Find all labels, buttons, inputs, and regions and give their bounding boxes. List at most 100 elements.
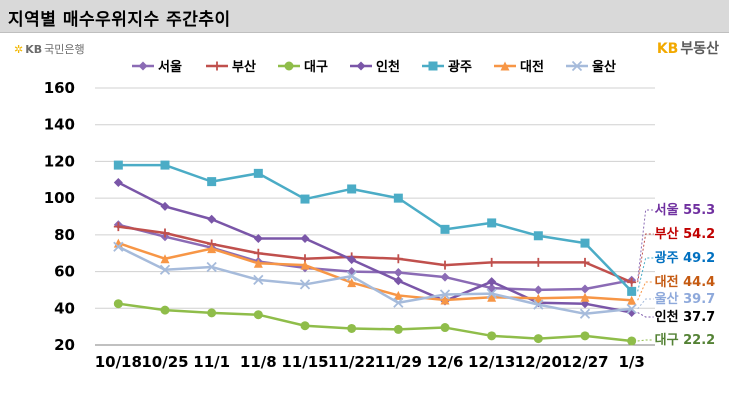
data-point	[113, 160, 123, 170]
data-point	[393, 267, 403, 277]
end-value-label: 울산 39.7	[655, 291, 716, 307]
x-tick-label: 11/15	[281, 353, 328, 371]
data-point	[487, 218, 497, 228]
data-point	[300, 321, 310, 331]
data-point	[533, 257, 543, 267]
legend-marker	[356, 61, 366, 71]
y-tick-label: 100	[44, 189, 75, 207]
data-point	[440, 260, 450, 270]
kb-star-icon: ✲	[14, 43, 24, 56]
data-point	[253, 248, 263, 258]
x-tick-label: 11/29	[375, 353, 422, 371]
data-point	[160, 305, 170, 315]
data-point	[627, 286, 637, 296]
data-point	[347, 267, 357, 277]
x-tick-label: 10/25	[141, 353, 188, 371]
data-point	[487, 277, 497, 287]
data-point	[487, 257, 497, 267]
legend-marker	[500, 61, 510, 71]
data-point	[207, 177, 217, 187]
data-point	[253, 258, 263, 268]
data-point	[299, 279, 311, 290]
data-point	[253, 234, 263, 244]
y-tick-label: 120	[44, 152, 75, 170]
y-tick-label: 60	[54, 263, 75, 281]
data-point	[440, 323, 450, 333]
data-point	[113, 222, 123, 232]
data-point	[393, 324, 403, 334]
legend-marker	[571, 60, 583, 72]
x-tick-label: 12/20	[515, 353, 562, 371]
series-line	[117, 245, 632, 316]
callout-leader	[637, 312, 654, 318]
data-point	[440, 295, 450, 305]
data-point	[580, 257, 590, 267]
data-point	[580, 284, 590, 294]
data-point	[160, 201, 170, 211]
data-point	[207, 308, 217, 318]
data-point	[393, 290, 403, 300]
data-point	[440, 272, 450, 282]
data-point	[486, 288, 497, 299]
data-point	[627, 277, 637, 287]
data-point	[439, 289, 451, 300]
data-point	[253, 168, 263, 178]
legend-label: 부산	[232, 59, 256, 75]
callout-leader	[637, 281, 654, 301]
series-line	[117, 181, 632, 314]
data-point	[113, 299, 123, 309]
legend-label: 인천	[376, 59, 400, 75]
callout-leader	[637, 298, 654, 310]
end-value-label: 서울 55.3	[655, 202, 716, 218]
data-point	[207, 214, 217, 224]
chart-title: 지역별 매수우위지수 주간추이	[8, 10, 231, 30]
data-point	[347, 278, 357, 288]
y-tick-label: 20	[54, 336, 75, 354]
kb-realestate-logo-text: 부동산	[680, 41, 719, 57]
legend-marker	[138, 61, 148, 71]
end-value-label: 광주 49.2	[655, 251, 716, 266]
data-point	[393, 193, 403, 203]
data-point	[627, 336, 637, 346]
data-point	[206, 261, 217, 273]
data-point	[253, 274, 264, 285]
x-tick-label: 11/1	[193, 353, 230, 371]
data-point	[580, 238, 590, 248]
data-point	[487, 292, 497, 302]
data-point	[113, 178, 123, 188]
series-line	[118, 225, 633, 284]
kb-bank-logo-kb: KB	[25, 43, 43, 56]
kb-bank-logo: ✲ KB 국민은행	[14, 41, 85, 57]
data-point	[300, 260, 310, 270]
data-point	[533, 231, 543, 241]
legend-label: 광주	[448, 60, 472, 75]
legend-label: 서울	[158, 59, 182, 75]
data-point	[347, 323, 357, 333]
x-tick-label: 11/22	[328, 353, 375, 371]
series-line	[118, 163, 633, 293]
end-value-label: 대전 44.4	[655, 274, 716, 290]
data-point	[347, 255, 357, 265]
y-tick-label: 160	[44, 79, 75, 97]
data-point	[160, 254, 170, 264]
data-point	[393, 276, 403, 286]
data-point	[347, 184, 357, 194]
kb-realestate-logo-kb: KB	[656, 41, 679, 57]
data-point	[253, 310, 263, 320]
data-point	[487, 331, 497, 341]
x-tick-label: 1/3	[618, 353, 644, 371]
data-point	[393, 297, 404, 308]
kb-bank-logo-text: 국민은행	[44, 43, 85, 56]
data-point	[533, 334, 543, 344]
data-point	[579, 308, 591, 319]
data-point	[300, 194, 310, 204]
data-point	[159, 264, 171, 275]
y-tick-label: 40	[54, 299, 75, 317]
data-point	[440, 224, 450, 234]
legend-label: 대구	[304, 60, 328, 75]
end-value-label: 대구 22.2	[655, 333, 716, 348]
data-point	[626, 303, 637, 314]
x-tick-label: 12/13	[468, 353, 515, 371]
